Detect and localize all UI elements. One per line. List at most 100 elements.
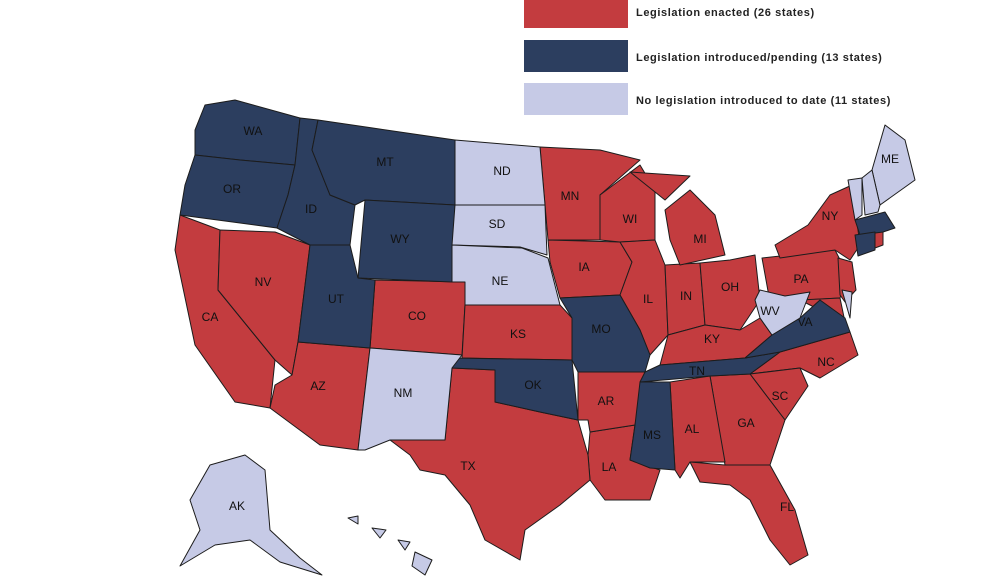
state: WY (357, 199, 456, 283)
state: NY (774, 184, 861, 261)
state-label: OK (524, 378, 541, 392)
legend-label: Legislation introduced/pending (13 state… (636, 52, 882, 64)
state-shape (371, 527, 387, 539)
legend: Legislation enacted (26 states) Legislat… (524, 0, 891, 115)
state (861, 169, 881, 216)
state-shape (297, 244, 376, 349)
state-label: SC (772, 389, 789, 403)
state-label: ME (881, 152, 899, 166)
legend-label: Legislation enacted (26 states) (636, 7, 815, 19)
state-shape (664, 189, 726, 266)
state: AZ (269, 341, 371, 451)
state-label: MO (591, 322, 610, 336)
state-label: AL (685, 422, 700, 436)
state: IA (547, 239, 633, 299)
state: TN (639, 351, 781, 383)
legend-swatch (524, 0, 628, 28)
state-label: NE (492, 274, 509, 288)
state: AL (669, 375, 726, 479)
state (847, 177, 863, 221)
legend-swatch (524, 83, 628, 115)
state: KY (659, 317, 773, 366)
state-label: ND (493, 164, 511, 178)
state-label: SD (489, 217, 506, 231)
state-shape (451, 244, 561, 306)
state-label: GA (737, 416, 754, 430)
state-label: WY (390, 232, 409, 246)
state-label: WV (760, 304, 779, 318)
state: KS (461, 304, 573, 361)
legend-swatch (524, 40, 628, 72)
state-label: TX (460, 459, 475, 473)
state: SD (451, 204, 548, 256)
state-label: AK (229, 499, 245, 513)
state: AK (179, 454, 323, 576)
state (854, 231, 876, 257)
state-shape (744, 299, 851, 359)
state-label: MN (561, 189, 580, 203)
state-label: AZ (310, 379, 325, 393)
state-label: CO (408, 309, 426, 323)
state-shape (629, 381, 676, 471)
state-shape (754, 289, 811, 336)
state-label: NY (822, 209, 839, 223)
state-label: OH (721, 280, 739, 294)
legend-label: No legislation introduced to date (11 st… (636, 95, 891, 107)
state-label: TN (689, 364, 705, 378)
state: MI (629, 171, 726, 266)
state-label: WA (244, 124, 263, 138)
state: OK (451, 357, 579, 421)
state-shape (874, 231, 884, 249)
state (347, 515, 433, 576)
state-shape (451, 204, 548, 256)
state-shape (854, 231, 876, 257)
state-label: CA (202, 310, 219, 324)
state-label: FL (780, 500, 794, 514)
state-label: IA (578, 260, 589, 274)
state-shape (774, 184, 861, 261)
state-shape (861, 169, 881, 216)
state: OH (699, 254, 761, 331)
state: CO (369, 279, 466, 356)
state: MO (559, 294, 651, 373)
state-shape (689, 461, 809, 566)
state-shape (347, 515, 359, 525)
state-shape (854, 211, 896, 236)
state-shape (547, 239, 633, 299)
state (854, 211, 896, 236)
state: FL (689, 461, 809, 566)
state-label: VA (797, 315, 812, 329)
state-label: ID (305, 202, 317, 216)
state-label: NC (817, 355, 835, 369)
state-label: LA (602, 460, 617, 474)
state-label: MT (376, 155, 394, 169)
state: NE (451, 244, 561, 306)
state-shape (397, 539, 411, 551)
state (874, 231, 884, 249)
state-label: MS (643, 428, 661, 442)
state: IN (664, 262, 706, 336)
state: NM (357, 347, 463, 451)
state-label: MI (693, 232, 706, 246)
state-label: KS (510, 327, 526, 341)
state-label: AR (598, 394, 615, 408)
state-shape (451, 357, 579, 421)
state: VA (744, 299, 851, 359)
states: CA NV AZ CO KS MN IA WI IL IN MI OH KY P… (174, 99, 916, 576)
state-label: IL (643, 292, 653, 306)
state-label: UT (328, 292, 345, 306)
state: GA (709, 373, 786, 466)
state-shape (847, 177, 863, 221)
state-shape (411, 551, 433, 576)
state-label: NV (255, 275, 272, 289)
state: UT (297, 244, 376, 349)
state: WV (754, 289, 811, 336)
state-shape (179, 454, 323, 576)
state-label: KY (704, 332, 720, 346)
state: ME (871, 124, 916, 206)
state-shape (629, 171, 691, 201)
state-label: OR (223, 182, 241, 196)
state: WA (194, 99, 301, 166)
state: MS (629, 381, 676, 471)
